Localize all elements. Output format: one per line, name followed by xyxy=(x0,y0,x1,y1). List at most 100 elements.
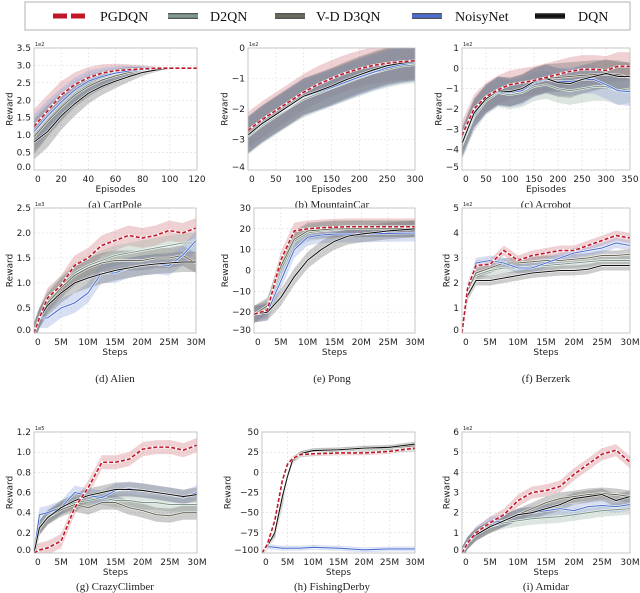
panel-caption: (i) Amidar xyxy=(523,581,569,593)
x-tick-label: 30M xyxy=(187,558,206,568)
y-tick-label: 25 xyxy=(248,448,259,458)
x-tick-label: 15M xyxy=(106,558,125,568)
y-tick-label: 0 xyxy=(245,267,251,277)
x-tick-label: 50 xyxy=(270,175,282,185)
plot-content xyxy=(462,444,630,553)
y-tick-label: 0.6 xyxy=(17,489,32,499)
legend-entry-v-d-d3qn: V-D D3QN xyxy=(275,10,380,25)
y-tick-label: −75 xyxy=(240,529,259,539)
panel-i-amidar: 0 5M 10M 15M 20M 25M 30M 0 1 2 3 4 5 6 1e2 Steps Reward (… xyxy=(442,426,639,593)
y-tick-label: 2.0 xyxy=(17,96,32,106)
plot-content xyxy=(34,218,196,333)
axis-exponent: 1e2 xyxy=(35,42,44,48)
line-pgdqn xyxy=(462,449,630,553)
x-tick-label: 80 xyxy=(137,175,149,185)
x-tick-label: 120 xyxy=(188,175,205,185)
x-tick-label: 10M xyxy=(298,338,317,348)
x-tick-label: 30M xyxy=(620,338,639,348)
y-tick-label: 1 xyxy=(453,304,459,314)
x-tick-label: 20M xyxy=(133,558,152,568)
y-tick-label: 1.0 xyxy=(17,448,32,458)
band-noisynet xyxy=(462,238,630,333)
y-tick-label: 2.5 xyxy=(17,204,31,214)
line-v-d-d3qn xyxy=(462,253,630,333)
y-axis-label: Reward xyxy=(442,254,452,288)
legend-label: D2QN xyxy=(210,10,247,25)
x-tick-label: 5M xyxy=(483,338,497,348)
axis-exponent: 1e2 xyxy=(463,42,472,48)
y-tick-label: 2.5 xyxy=(17,79,31,89)
band-dqn xyxy=(248,48,415,154)
panel-caption: (d) Alien xyxy=(95,373,135,385)
x-tick-label: 60 xyxy=(110,175,122,185)
x-tick-label: 15M xyxy=(325,338,344,348)
y-tick-label: 0.0 xyxy=(17,326,32,336)
y-tick-label: −5 xyxy=(446,163,459,173)
y-tick-label: 0 xyxy=(453,64,459,74)
y-tick-label: 2 xyxy=(453,509,459,519)
y-tick-label: 0.4 xyxy=(17,509,32,519)
x-tick-label: 0 xyxy=(263,558,269,568)
x-tick-label: 25M xyxy=(160,558,179,568)
line-d2qn xyxy=(462,84,630,146)
line-pgdqn xyxy=(34,227,196,333)
band-d2qn xyxy=(254,220,415,323)
plot-frame xyxy=(247,47,416,171)
x-axis-label: Steps xyxy=(326,568,351,578)
line-dqn xyxy=(34,488,197,553)
y-tick-label: −20 xyxy=(232,308,251,318)
band-noisynet xyxy=(34,230,196,333)
plot-frame xyxy=(253,207,416,334)
panel-caption: (h) FishingDerby xyxy=(294,581,371,593)
y-tick-label: −3 xyxy=(446,125,459,135)
legend-label: DQN xyxy=(578,10,608,25)
y-tick-label: 3.5 xyxy=(17,44,31,54)
y-tick-label: −2 xyxy=(446,105,459,115)
band-noisynet xyxy=(248,48,415,154)
x-tick-label: 15M xyxy=(329,558,348,568)
line-pgdqn xyxy=(462,234,630,333)
y-tick-label: 3 xyxy=(453,254,459,264)
y-tick-label: 3.0 xyxy=(17,61,32,71)
line-dqn xyxy=(34,261,196,333)
y-tick-label: −1 xyxy=(446,85,459,95)
y-tick-label: 1 xyxy=(453,44,459,54)
y-tick-label: −10 xyxy=(232,287,251,297)
band-noisynet xyxy=(34,481,197,553)
x-tick-label: 20M xyxy=(352,338,371,348)
panel-d-alien: 0 5M 10M 15M 20M 25M 30M 0.0 0.5 1.0 1.5 2.0 2.5 1e3 S… xyxy=(6,202,206,385)
x-tick-label: 0 xyxy=(463,338,469,348)
line-pgdqn xyxy=(254,225,415,316)
band-v-d-d3qn xyxy=(254,220,415,323)
legend-label: PGDQN xyxy=(100,10,148,25)
plot-content xyxy=(248,48,415,155)
line-v-d-d3qn xyxy=(34,254,196,333)
line-pgdqn xyxy=(262,447,415,553)
x-tick-label: 40 xyxy=(83,175,95,185)
legend: PGDQN D2QN V-D D3QN NoisyNet DQN xyxy=(24,1,631,31)
axis-exponent: 1e2 xyxy=(463,202,472,208)
plot-content xyxy=(462,52,630,160)
panel-caption: (g) CrazyClimber xyxy=(76,581,154,593)
axis-exponent: 1e3 xyxy=(35,202,44,208)
y-axis-label: Reward xyxy=(221,92,231,126)
panel-b-mountaincar: 0 50 100 150 200 250 300 −4 −3 −2 −1 0 1e2 Episodes Re… xyxy=(221,42,424,211)
y-tick-label: 1.0 xyxy=(17,279,32,289)
x-tick-label: 50 xyxy=(480,175,492,185)
x-axis-label: Steps xyxy=(533,348,558,358)
line-noisynet xyxy=(462,242,630,333)
plot-content xyxy=(262,441,415,553)
band-d2qn xyxy=(462,255,630,333)
x-tick-label: 30M xyxy=(405,558,424,568)
axis-exponent: 1e2 xyxy=(463,426,472,432)
band-pgdqn xyxy=(462,52,630,150)
plot-frame xyxy=(261,431,416,554)
x-tick-label: 5M xyxy=(274,338,288,348)
y-tick-label: 1.0 xyxy=(17,131,32,141)
x-tick-label: 0 xyxy=(35,175,41,185)
line-pgdqn xyxy=(462,65,630,136)
legend-label: NoisyNet xyxy=(455,10,509,25)
panel-g-crazyclimber: 0 5M 10M 15M 20M 25M 30M 0.0 0.2 0.4 0.6 0.8 1.0 1.2 1… xyxy=(6,426,207,593)
legend-label: V-D D3QN xyxy=(316,10,380,25)
